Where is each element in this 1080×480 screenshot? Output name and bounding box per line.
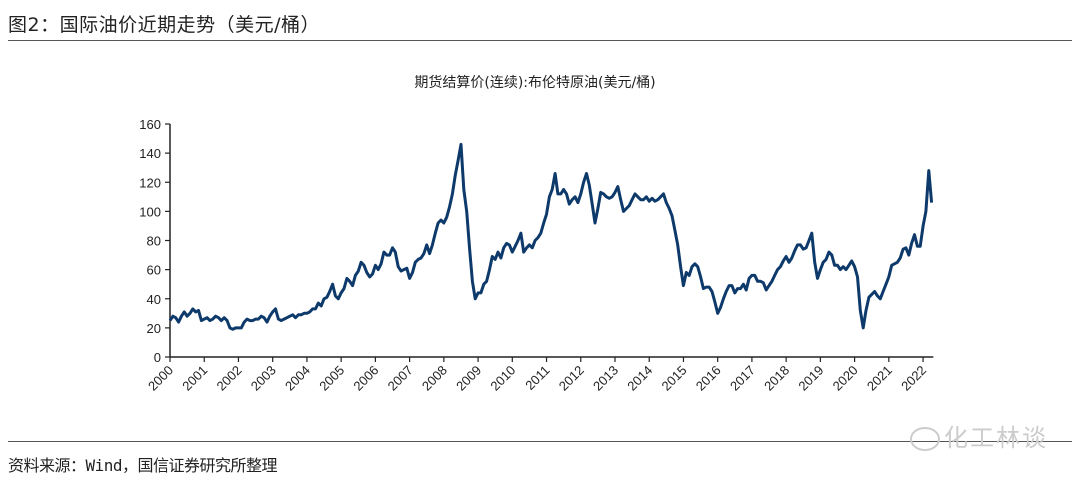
x-tick-label: 2003 xyxy=(248,363,279,394)
x-tick-label: 2016 xyxy=(693,363,724,394)
x-tick-label: 2022 xyxy=(898,363,929,394)
x-tick-label: 2015 xyxy=(659,363,690,394)
y-tick-label: 40 xyxy=(147,292,161,307)
x-tick-label: 2011 xyxy=(522,363,552,393)
x-tick-label: 2004 xyxy=(282,363,313,394)
y-tick-label: 120 xyxy=(139,175,161,190)
x-tick-label: 2002 xyxy=(214,363,245,394)
x-tick-label: 2008 xyxy=(419,363,450,394)
wechat-icon xyxy=(910,427,940,451)
x-tick-label: 2018 xyxy=(761,363,792,394)
watermark-text: 化工林谈 xyxy=(944,424,1048,452)
figure-title: 图2：国际油价近期走势（美元/桶） xyxy=(8,14,320,36)
source-note: 资料来源：Wind，国信证券研究所整理 xyxy=(8,456,278,475)
x-tick-label: 2006 xyxy=(350,363,381,394)
y-tick-label: 140 xyxy=(139,146,161,161)
y-tick-label: 100 xyxy=(139,204,161,219)
y-tick-label: 20 xyxy=(147,321,161,336)
chart-title: 期货结算价(连续):布伦特原油(美元/桶) xyxy=(414,74,655,91)
x-tick-label: 2013 xyxy=(590,363,621,394)
watermark: 化工林谈 xyxy=(910,418,1048,453)
x-tick-label: 2019 xyxy=(795,363,826,394)
x-tick-label: 2009 xyxy=(453,363,484,394)
x-tick-label: 2007 xyxy=(385,363,416,394)
top-divider xyxy=(8,40,1072,41)
series-line-brent xyxy=(168,142,934,331)
x-tick-label: 2000 xyxy=(145,363,176,394)
y-tick-label: 80 xyxy=(147,234,161,249)
y-tick-label: 160 xyxy=(139,117,161,132)
x-tick-label: 2010 xyxy=(487,363,518,394)
x-tick-label: 2012 xyxy=(556,363,587,394)
x-tick-label: 2001 xyxy=(179,363,210,394)
y-tick-label: 0 xyxy=(154,350,161,365)
x-tick-label: 2021 xyxy=(864,363,895,394)
x-tick-label: 2020 xyxy=(830,363,861,394)
x-tick-label: 2014 xyxy=(624,363,655,394)
x-tick-label: 2017 xyxy=(727,363,758,394)
x-tick-label: 2005 xyxy=(316,363,347,394)
y-tick-label: 60 xyxy=(147,263,161,278)
bottom-divider xyxy=(8,441,1072,442)
